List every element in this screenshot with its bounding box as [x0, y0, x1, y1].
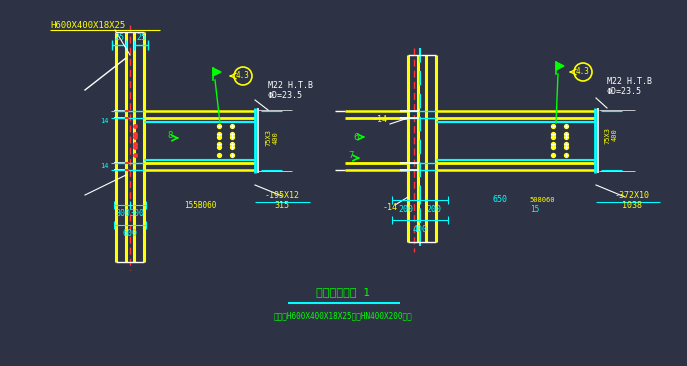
Text: 300: 300: [130, 209, 144, 219]
Text: 25: 25: [114, 33, 124, 41]
Text: H600X400X18X25: H600X400X18X25: [50, 20, 125, 30]
Text: 4.3: 4.3: [576, 67, 590, 76]
Polygon shape: [556, 62, 564, 70]
Text: 7: 7: [348, 150, 353, 160]
Text: ΦD=23.5: ΦD=23.5: [268, 90, 303, 100]
Text: 14: 14: [100, 118, 109, 124]
Text: 400: 400: [612, 128, 618, 141]
Text: M22 H.T.B: M22 H.T.B: [268, 81, 313, 90]
Text: 1038: 1038: [622, 202, 642, 210]
Text: -195X12: -195X12: [264, 191, 300, 201]
Text: 300: 300: [115, 209, 131, 219]
Text: 15: 15: [530, 205, 539, 214]
Text: 315: 315: [275, 202, 289, 210]
Text: 6: 6: [353, 132, 359, 142]
Text: 200: 200: [427, 205, 442, 213]
Polygon shape: [213, 68, 221, 76]
Text: ΦD=23.5: ΦD=23.5: [607, 87, 642, 97]
Text: -372X10: -372X10: [614, 191, 649, 201]
Text: 508060: 508060: [529, 197, 554, 203]
Text: 用于钢H600X400X18X25与钢HN400X200连接: 用于钢H600X400X18X25与钢HN400X200连接: [273, 311, 412, 321]
Text: 155B060: 155B060: [184, 201, 216, 209]
Text: 25: 25: [136, 33, 146, 41]
Text: 400: 400: [412, 224, 427, 234]
Text: -14: -14: [383, 202, 398, 212]
Text: 75X3: 75X3: [604, 127, 610, 143]
Text: 8: 8: [168, 131, 172, 139]
Text: 14: 14: [100, 163, 109, 169]
Text: 600: 600: [122, 229, 137, 239]
Text: 梁柱连接节点 1: 梁柱连接节点 1: [316, 287, 370, 297]
Text: 200: 200: [398, 205, 414, 213]
Text: -14: -14: [372, 116, 387, 124]
Text: 4.3: 4.3: [236, 71, 250, 81]
Text: M22 H.T.B: M22 H.T.B: [607, 78, 652, 86]
Text: 400: 400: [273, 132, 279, 144]
Text: 75X3: 75X3: [265, 130, 271, 146]
Text: 650: 650: [493, 195, 508, 205]
